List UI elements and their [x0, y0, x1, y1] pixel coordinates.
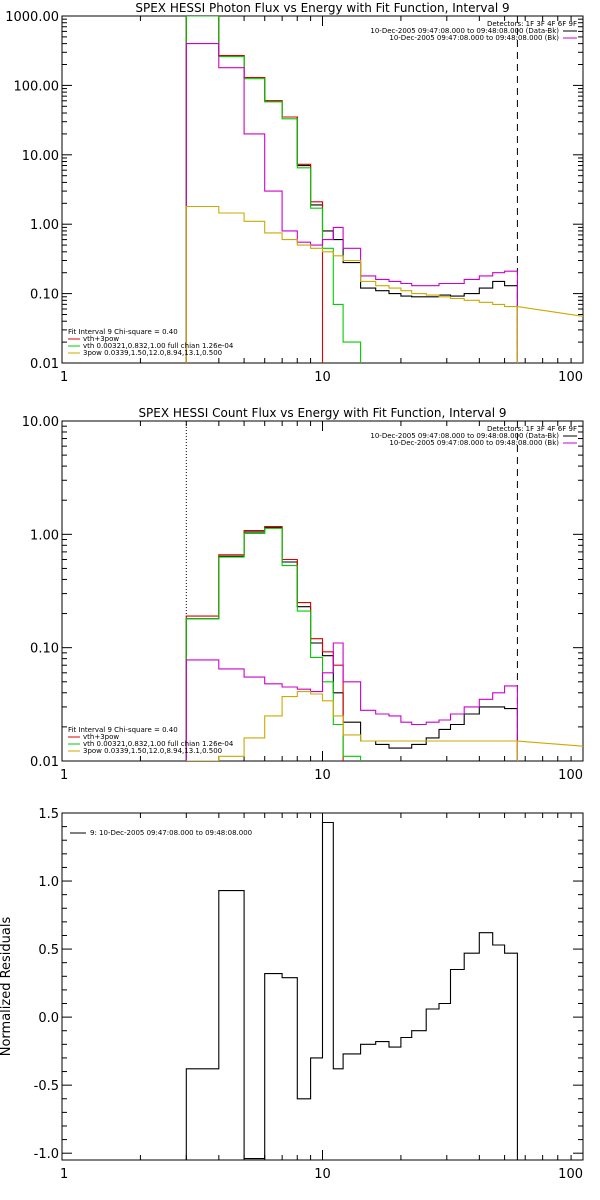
x-tick-label: 10 [314, 370, 331, 385]
x-tick-label: 100 [558, 768, 583, 783]
y-tick-label: 0.10 [30, 642, 59, 657]
y-tick-label: 10.00 [22, 415, 59, 430]
series-bk [185, 642, 518, 761]
legend-top-right-text: 10-Dec-2005 09:47:08.000 to 09:48:08.000… [370, 432, 559, 440]
y-tick-label: 1.00 [30, 528, 59, 543]
legend-top-right-text: 10-Dec-2005 09:47:08.000 to 09:48:08.000… [389, 439, 559, 447]
series-3pow [186, 691, 518, 761]
x-tick-label: 10 [314, 1167, 331, 1182]
legend-bottom-left-text: 3pow 0.0339,1.50,12.0,8.94,13.1,0.500 [83, 349, 222, 357]
series-3pow [185, 205, 518, 363]
y-tick-label: 0.10 [30, 288, 59, 303]
series-vth [185, 16, 362, 363]
plot-frame [61, 420, 584, 762]
legend-bottom-left-text: vth 0.00321,0.832,1.00 full chian 1.26e-… [83, 342, 234, 350]
y-tick-label: 1.5 [38, 807, 59, 822]
legend-bottom-left-text: vth+3pow [83, 733, 119, 741]
chart-3: 1 10 100 -1.0 -0.5 0.0 0.5 1.0 1.5 Normalized Res… [0, 807, 584, 1182]
legend-top-right-text: Detectors: 1F 3F 4F 6F 9F [487, 20, 577, 28]
legend-top-left-text: 9: 10-Dec-2005 09:47:08.000 to 09:48:08.… [90, 829, 252, 837]
x-tick-label: 100 [558, 1167, 583, 1182]
y-tick-label: 100.00 [14, 79, 60, 94]
y-tick-label: 10.00 [22, 149, 59, 164]
legend-top-right-text: Detectors: 1F 3F 4F 6F 9F [487, 425, 577, 433]
chart-1: SPEX HESSI Photon Flux vs Energy with Fi… [5, 1, 584, 385]
series-3pow-extension [517, 740, 583, 747]
x-tick-label: 100 [558, 370, 583, 385]
series-vth-3pow [185, 16, 324, 363]
chart-title: SPEX HESSI Count Flux vs Energy with Fit… [138, 406, 506, 420]
y-tick-label: 1000.00 [5, 10, 59, 25]
legend-top-right-text: 10-Dec-2005 09:47:08.000 to 09:48:08.000… [370, 27, 559, 35]
x-tick-label: 1 [60, 768, 68, 783]
series-9-10-dec-2005-09-47-08-000-to-09-48-08-000 [185, 821, 518, 1160]
y-tick-label: 1.0 [38, 875, 59, 890]
x-tick-label: 10 [314, 768, 331, 783]
y-tick-label: -1.0 [34, 1147, 59, 1162]
y-tick-label: 0.0 [38, 1011, 59, 1026]
x-tick-label: 1 [60, 1167, 68, 1182]
series-vth-3pow [185, 526, 344, 761]
legend-top-right-text: 10-Dec-2005 09:47:08.000 to 09:48:08.000… [389, 34, 559, 42]
series-group [185, 526, 583, 761]
legend-bottom-left-text: Fit Interval 9 Chi-square = 0.40 [68, 328, 178, 336]
series-vth [185, 527, 362, 761]
legend-bottom-left-text: vth+3pow [83, 335, 119, 343]
series-3pow-extension [517, 306, 583, 317]
chart-2: SPEX HESSI Count Flux vs Energy with Fit… [22, 406, 584, 783]
y-tick-label: -0.5 [34, 1079, 59, 1094]
y-tick-label: 0.01 [30, 357, 59, 372]
y-axis-label: Normalized Residuals [0, 917, 14, 1057]
y-tick-label: 0.01 [30, 755, 59, 770]
series-data-bk [185, 526, 518, 761]
series-group [185, 821, 518, 1160]
legend-bottom-left-text: vth 0.00321,0.832,1.00 full chian 1.26e-… [83, 740, 234, 748]
y-tick-label: 0.5 [38, 943, 59, 958]
chart-title: SPEX HESSI Photon Flux vs Energy with Fi… [135, 1, 509, 15]
y-tick-label: 1.00 [30, 218, 59, 233]
legend-bottom-left-text: Fit Interval 9 Chi-square = 0.40 [68, 726, 178, 734]
legend-bottom-left-text: 3pow 0.0339,1.50,12.0,8.94,13.1,0.500 [83, 747, 222, 755]
series-group [185, 16, 583, 363]
series-bk [185, 43, 518, 363]
x-tick-label: 1 [60, 370, 68, 385]
